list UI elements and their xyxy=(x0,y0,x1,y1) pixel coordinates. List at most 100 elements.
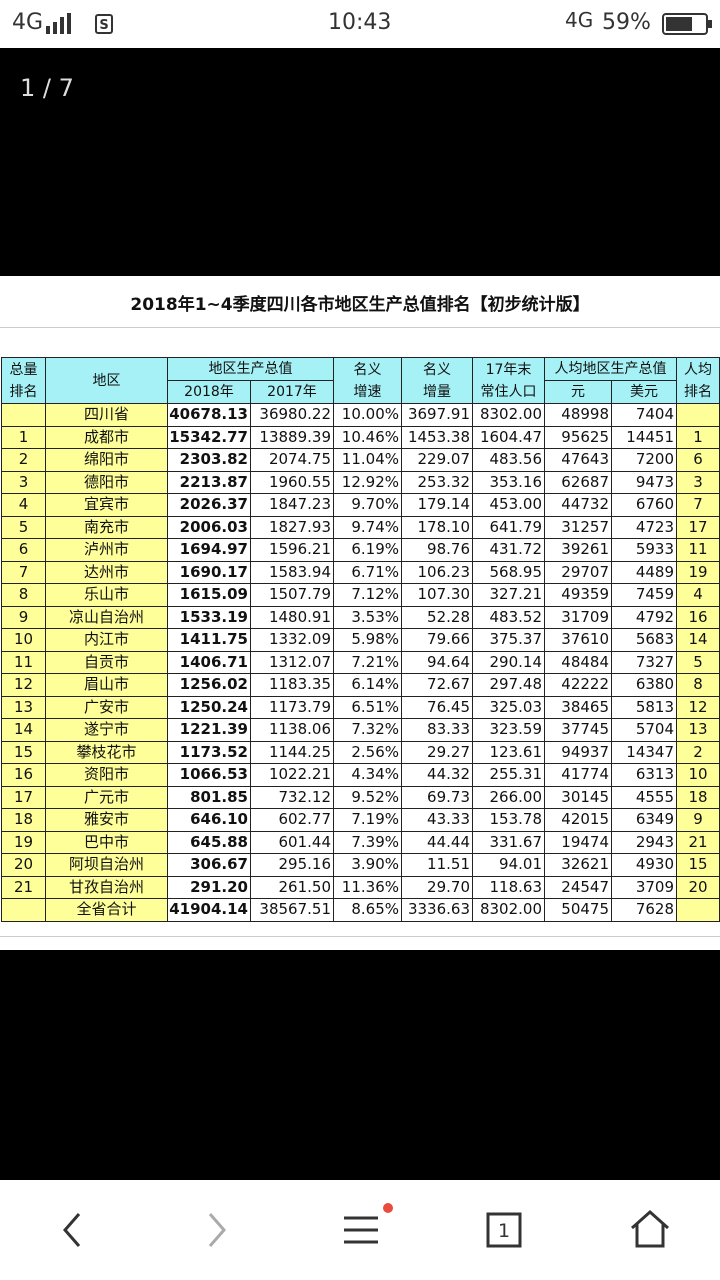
table-row: 9 凉山自治州 1533.19 1480.91 3.53% 52.28 483.52 3170… xyxy=(1,605,720,629)
table-cell: 29.70 xyxy=(401,875,473,899)
table-cell: 6.71% xyxy=(333,560,402,584)
table-cell: 36980.22 xyxy=(250,403,334,427)
table-cell: 483.52 xyxy=(472,605,545,629)
home-button[interactable] xyxy=(628,1208,672,1250)
table-row: 17 广元市 801.85 732.12 9.52% 69.73 266.00 30145 45… xyxy=(1,785,720,809)
header-line: 总量 xyxy=(9,361,38,378)
header-row: 总量 排名 地区 地区生产总值 名义 增速 名义 增量 17年末 常住人口 人均地区生产总值 人均 排名 xyxy=(1,357,720,404)
table-row: 2 绵阳市 2303.82 2074.75 11.04% 229.07 483.56 4764… xyxy=(1,448,720,472)
table-cell: 1256.02 xyxy=(167,673,251,697)
gdp-table: 总量 排名 地区 地区生产总值 名义 增速 名义 增量 17年末 常住人口 人均地区生产总值 人均 排名… xyxy=(1,357,720,922)
table-cell: 37610 xyxy=(544,628,612,652)
table-cell: 成都市 xyxy=(45,425,168,449)
table-cell: 13 xyxy=(676,718,720,742)
table-cell: 6 xyxy=(1,538,46,562)
table-cell xyxy=(676,898,720,922)
table-cell: 1411.75 xyxy=(167,628,251,652)
table-cell: 95625 xyxy=(544,425,612,449)
table-cell: 1138.06 xyxy=(250,718,334,742)
forward-button[interactable] xyxy=(198,1210,238,1250)
table-cell: 79.66 xyxy=(401,628,473,652)
table-cell: 16 xyxy=(676,605,720,629)
table-cell: 255.31 xyxy=(472,763,545,787)
tabs-button[interactable]: 1 xyxy=(486,1212,522,1248)
table-cell: 261.50 xyxy=(250,875,334,899)
table-cell: 雅安市 xyxy=(45,808,168,832)
table-cell: 18 xyxy=(1,808,46,832)
table-cell: 732.12 xyxy=(250,785,334,809)
table-cell: 6349 xyxy=(611,808,677,832)
table-cell: 6.19% xyxy=(333,538,402,562)
table-cell: 8302.00 xyxy=(472,898,545,922)
header-row: 2018年 2017年 元美元 xyxy=(2,380,720,404)
table-cell: 泸州市 xyxy=(45,538,168,562)
header-cell: 元 xyxy=(544,380,612,404)
back-button[interactable] xyxy=(55,1210,95,1250)
header-cell: 名义 增量 xyxy=(401,357,473,404)
status-bar: 4G S 10:43 4G 59% xyxy=(0,0,720,48)
clock: 10:43 xyxy=(328,10,392,35)
table-cell: 11.36% xyxy=(333,875,402,899)
table-cell: 10.00% xyxy=(333,403,402,427)
table-row: 6 泸州市 1694.97 1596.21 6.19% 98.76 431.72 39261 5… xyxy=(1,538,720,562)
table-cell: 内江市 xyxy=(45,628,168,652)
table-cell: 295.16 xyxy=(250,853,334,877)
header-line: 常住人口 xyxy=(480,383,537,400)
table-cell: 12.92% xyxy=(333,470,402,494)
table-cell: 646.10 xyxy=(167,808,251,832)
table-cell: 14451 xyxy=(611,425,677,449)
table-cell: 50475 xyxy=(544,898,612,922)
table-cell: 1604.47 xyxy=(472,425,545,449)
table-cell: 30145 xyxy=(544,785,612,809)
table-cell: 7.12% xyxy=(333,583,402,607)
table-cell: 179.14 xyxy=(401,493,473,517)
menu-button[interactable] xyxy=(340,1202,396,1252)
table-cell: 凉山自治州 xyxy=(45,605,168,629)
header-cell: 人均地区生产总值 xyxy=(544,357,677,381)
table-cell: 1453.38 xyxy=(401,425,473,449)
table-row: 18 雅安市 646.10 602.77 7.19% 43.33 153.78 42015 63… xyxy=(1,808,720,832)
table-cell: 1 xyxy=(1,425,46,449)
table-cell: 8 xyxy=(676,673,720,697)
table-cell: 1312.07 xyxy=(250,650,334,674)
table-cell: 15 xyxy=(676,853,720,877)
table-cell: 1221.39 xyxy=(167,718,251,742)
header-cell: 人均 排名 xyxy=(676,357,720,404)
table-cell: 2303.82 xyxy=(167,448,251,472)
table-cell: 5683 xyxy=(611,628,677,652)
table-cell: 229.07 xyxy=(401,448,473,472)
table-cell: 7200 xyxy=(611,448,677,472)
table-cell: 5933 xyxy=(611,538,677,562)
header-cell: 2018年 xyxy=(167,380,251,404)
table-cell: 4723 xyxy=(611,515,677,539)
table-cell: 10 xyxy=(1,628,46,652)
network-right: 4G xyxy=(565,8,594,32)
table-cell: 94.01 xyxy=(472,853,545,877)
table-cell: 1690.17 xyxy=(167,560,251,584)
table-header: 总量 排名 地区 地区生产总值 名义 增速 名义 增量 17年末 常住人口 人均地区生产总值 人均 排名… xyxy=(1,357,720,404)
table-cell: 325.03 xyxy=(472,695,545,719)
table-cell: 6.14% xyxy=(333,673,402,697)
table-cell: 14347 xyxy=(611,740,677,764)
table-cell: 巴中市 xyxy=(45,830,168,854)
table-cell: 19474 xyxy=(544,830,612,854)
table-cell: 31709 xyxy=(544,605,612,629)
table-cell: 123.61 xyxy=(472,740,545,764)
header-cell: 总量 排名 xyxy=(1,357,46,404)
table-cell: 1596.21 xyxy=(250,538,334,562)
table-row: 21 甘孜自治州 291.20 261.50 11.36% 29.70 118.63 2454… xyxy=(1,875,720,899)
table-cell xyxy=(676,403,720,427)
table-cell: 602.77 xyxy=(250,808,334,832)
table-cell: 3.53% xyxy=(333,605,402,629)
table-cell: 11 xyxy=(676,538,720,562)
table-cell: 39261 xyxy=(544,538,612,562)
table-cell: 7.32% xyxy=(333,718,402,742)
table-cell: 7459 xyxy=(611,583,677,607)
table-cell: 32621 xyxy=(544,853,612,877)
table-cell: 42015 xyxy=(544,808,612,832)
table-cell: 291.20 xyxy=(167,875,251,899)
table-row: 19 巴中市 645.88 601.44 7.39% 44.44 331.67 19474 29… xyxy=(1,830,720,854)
header-cell: 地区生产总值 xyxy=(167,357,334,381)
table-cell: 7 xyxy=(676,493,720,517)
table-cell: 16 xyxy=(1,763,46,787)
